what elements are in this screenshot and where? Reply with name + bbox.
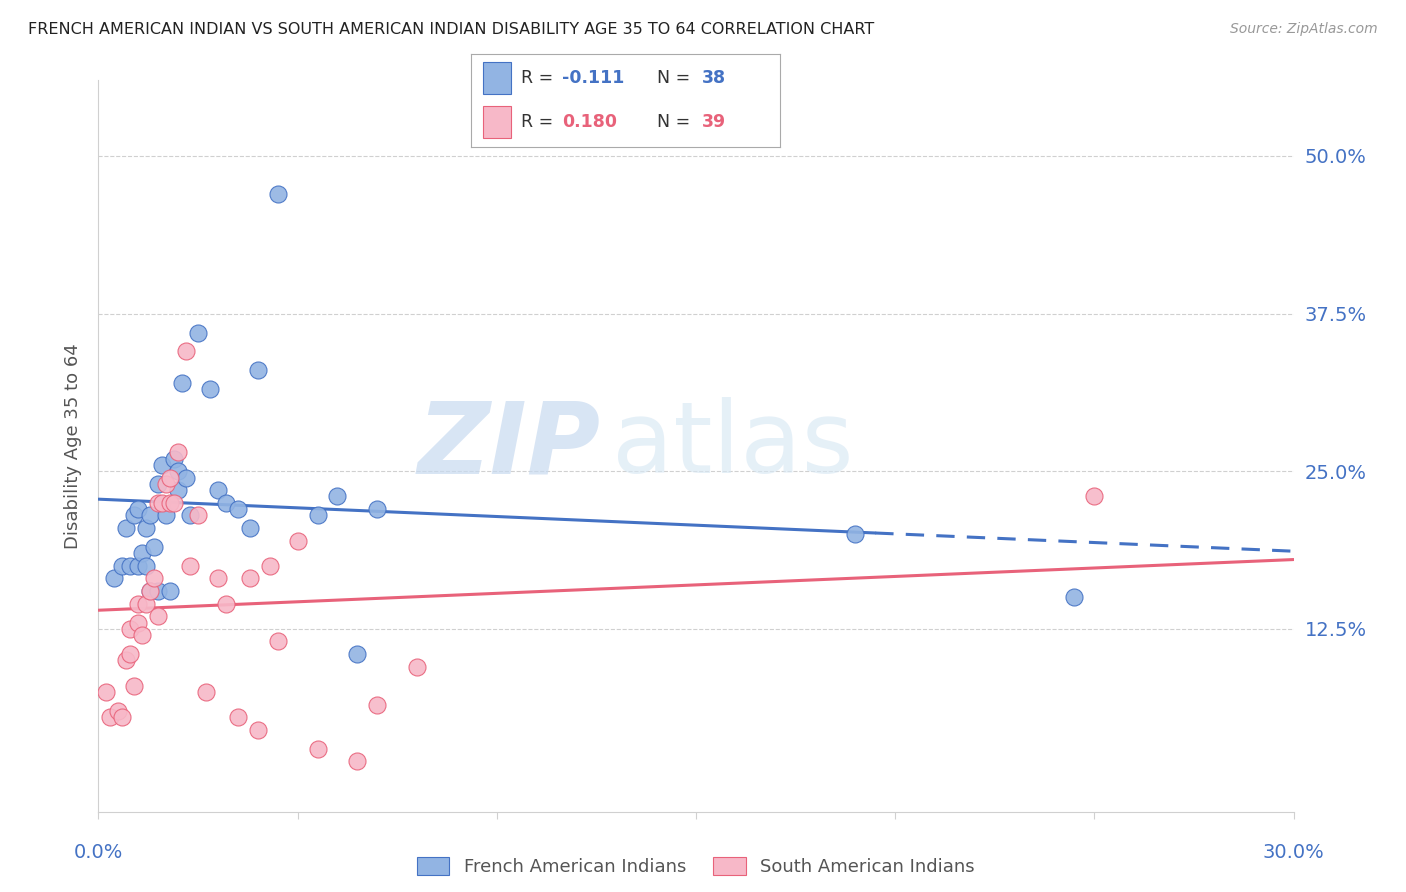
Point xyxy=(172,376,194,390)
Point xyxy=(844,527,866,541)
Point xyxy=(174,470,197,484)
Point xyxy=(366,698,388,712)
Text: 30.0%: 30.0% xyxy=(1263,843,1324,863)
FancyBboxPatch shape xyxy=(484,62,512,94)
Point xyxy=(226,502,249,516)
Point xyxy=(159,470,181,484)
Point xyxy=(120,622,142,636)
Point xyxy=(346,647,368,661)
Point xyxy=(159,496,181,510)
Text: -0.111: -0.111 xyxy=(562,69,624,87)
Point xyxy=(198,382,221,396)
Point xyxy=(287,533,309,548)
Point xyxy=(267,186,290,201)
Point xyxy=(127,615,149,630)
Point xyxy=(159,584,181,599)
Point xyxy=(135,558,157,573)
Point xyxy=(259,558,281,573)
Point xyxy=(148,584,170,599)
Text: 0.180: 0.180 xyxy=(562,113,617,131)
Point xyxy=(215,597,238,611)
Point xyxy=(131,628,153,642)
Point xyxy=(179,508,201,523)
Point xyxy=(226,710,249,724)
Y-axis label: Disability Age 35 to 64: Disability Age 35 to 64 xyxy=(65,343,83,549)
Point xyxy=(207,483,229,497)
Text: N =: N = xyxy=(657,69,696,87)
Point xyxy=(174,344,197,359)
Point xyxy=(115,653,138,667)
Point xyxy=(103,571,125,585)
Point xyxy=(246,723,269,737)
Point xyxy=(267,634,290,648)
Text: atlas: atlas xyxy=(613,398,853,494)
Point xyxy=(246,363,269,377)
Point xyxy=(150,458,173,472)
Text: 39: 39 xyxy=(702,113,725,131)
Point xyxy=(179,558,201,573)
Point xyxy=(239,571,262,585)
Text: ZIP: ZIP xyxy=(418,398,600,494)
Point xyxy=(207,571,229,585)
Point xyxy=(366,502,388,516)
Point xyxy=(100,710,122,724)
Point xyxy=(406,659,429,673)
Point xyxy=(150,496,173,510)
Point xyxy=(307,508,329,523)
Point xyxy=(131,546,153,560)
Point xyxy=(167,483,190,497)
Point xyxy=(115,521,138,535)
Point xyxy=(127,558,149,573)
Point xyxy=(139,584,162,599)
Point xyxy=(1083,490,1105,504)
Point xyxy=(107,704,129,718)
Text: 38: 38 xyxy=(702,69,725,87)
Point xyxy=(163,451,186,466)
Point xyxy=(139,584,162,599)
Point xyxy=(346,754,368,768)
Text: FRENCH AMERICAN INDIAN VS SOUTH AMERICAN INDIAN DISABILITY AGE 35 TO 64 CORRELAT: FRENCH AMERICAN INDIAN VS SOUTH AMERICAN… xyxy=(28,22,875,37)
Point xyxy=(127,502,149,516)
Text: Source: ZipAtlas.com: Source: ZipAtlas.com xyxy=(1230,22,1378,37)
Point xyxy=(239,521,262,535)
Point xyxy=(326,490,349,504)
Text: R =: R = xyxy=(520,113,558,131)
Point xyxy=(124,508,146,523)
Point xyxy=(120,558,142,573)
Point xyxy=(139,508,162,523)
Text: 0.0%: 0.0% xyxy=(73,843,124,863)
Point xyxy=(195,685,218,699)
Legend: French American Indians, South American Indians: French American Indians, South American … xyxy=(409,849,983,883)
Point xyxy=(148,496,170,510)
Text: R =: R = xyxy=(520,69,558,87)
Point xyxy=(155,508,177,523)
Point xyxy=(1063,591,1085,605)
Point xyxy=(167,464,190,478)
Point xyxy=(143,571,166,585)
Point xyxy=(143,540,166,554)
Point xyxy=(111,710,134,724)
Point xyxy=(187,326,209,340)
Point xyxy=(120,647,142,661)
Point xyxy=(167,445,190,459)
Point xyxy=(111,558,134,573)
Point xyxy=(163,496,186,510)
Point xyxy=(148,476,170,491)
Point xyxy=(96,685,118,699)
Point xyxy=(124,679,146,693)
Point xyxy=(135,597,157,611)
Point xyxy=(307,741,329,756)
FancyBboxPatch shape xyxy=(484,106,512,138)
Point xyxy=(135,521,157,535)
Point xyxy=(155,476,177,491)
Point xyxy=(215,496,238,510)
Point xyxy=(187,508,209,523)
Text: N =: N = xyxy=(657,113,696,131)
Point xyxy=(148,609,170,624)
Point xyxy=(127,597,149,611)
